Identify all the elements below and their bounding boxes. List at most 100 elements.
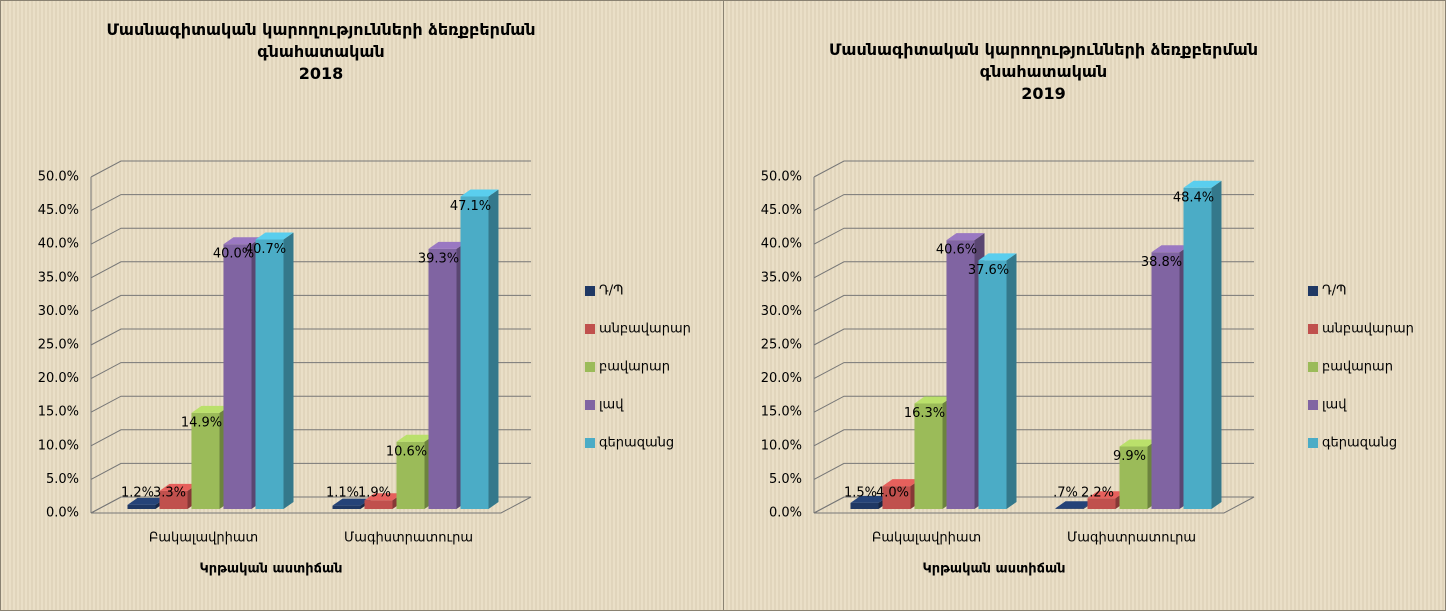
- y-tick-label: 50.0%: [760, 170, 801, 185]
- bar: [1183, 180, 1221, 509]
- y-tick-label: 15.0%: [38, 405, 79, 420]
- bar-face: [1055, 501, 1093, 509]
- data-label: 37.6%: [967, 263, 1008, 278]
- bar-face: [1006, 253, 1016, 509]
- y-tick-label: 15.0%: [760, 405, 801, 420]
- grid-line: [813, 462, 1254, 480]
- legend-swatch: [585, 400, 595, 410]
- bar-face: [191, 412, 220, 509]
- data-label: 14.9%: [181, 415, 222, 430]
- grid-line: [813, 395, 1254, 413]
- bar-face: [1119, 446, 1147, 509]
- bar-face: [1183, 180, 1221, 188]
- y-tick-label: 35.0%: [760, 270, 801, 285]
- grid-line: [90, 294, 531, 312]
- x-tick-label: Մագիստրատուրա: [1067, 531, 1196, 546]
- title-text: Մասնագիտական կարողությունների ձեռքբերման…: [106, 20, 536, 61]
- chart-title: Մասնագիտական կարողությունների ձեռքբերման…: [61, 19, 581, 85]
- data-label: 16.3%: [903, 406, 944, 421]
- bar-face: [396, 441, 425, 509]
- y-tick-label: 30.0%: [760, 304, 801, 319]
- y-tick-label: 40.0%: [38, 237, 79, 252]
- data-label: 1.2%: [121, 486, 154, 501]
- grid-line: [813, 328, 1254, 346]
- bar-face: [850, 502, 878, 509]
- data-label: 1.5%: [843, 486, 876, 501]
- grid-line: [813, 261, 1254, 279]
- data-label: 47.1%: [450, 199, 491, 214]
- bar: [882, 479, 920, 509]
- legend-label: անբավարար: [1322, 322, 1414, 337]
- x-axis-title: Կրթական աստիճան: [199, 562, 342, 577]
- bar: [255, 232, 294, 509]
- y-tick-label: 20.0%: [38, 371, 79, 386]
- legend-label: գերազանց: [1322, 436, 1397, 451]
- y-tick-label: 10.0%: [760, 438, 801, 453]
- bar-face: [914, 403, 942, 509]
- chart-panel: 0.0% 5.0% 10.0% 15.0% 20.0% 25.0% 30.0% 35.0% 40…: [0, 0, 723, 611]
- bar: [1087, 491, 1125, 509]
- bar-face: [1151, 252, 1179, 509]
- data-label: .7%: [1053, 486, 1078, 501]
- x-axis-title: Կրթական աստիճան: [922, 562, 1065, 577]
- y-tick-label: 0.0%: [768, 506, 801, 521]
- legend-swatch: [1307, 400, 1318, 410]
- grid-line: [90, 160, 531, 178]
- legend-label: անբավարար: [599, 322, 691, 337]
- legend-swatch: [585, 286, 595, 296]
- bar-face: [159, 490, 188, 509]
- y-tick-label: 5.0%: [46, 472, 79, 487]
- bar: [978, 253, 1016, 509]
- legend-swatch: [585, 324, 595, 334]
- data-label: 3.3%: [153, 486, 186, 501]
- legend-swatch: [1307, 286, 1318, 296]
- grid-line: [813, 194, 1254, 212]
- chart-title: Մասնագիտական կարողությունների ձեռքբերման…: [784, 39, 1304, 105]
- y-tick-label: 45.0%: [38, 203, 79, 218]
- y-tick-label: 30.0%: [38, 304, 79, 319]
- y-tick-label: 10.0%: [38, 438, 79, 453]
- bar-face: [978, 253, 1016, 261]
- chart: 0.0% 5.0% 10.0% 15.0% 20.0% 25.0% 30.0% 35.0% 40…: [760, 160, 1414, 577]
- bar-face: [1183, 187, 1211, 509]
- data-label: 40.6%: [935, 243, 976, 258]
- bar-face: [460, 196, 489, 509]
- title-text: Մասնագիտական կարողությունների ձեռքբերման…: [828, 40, 1259, 81]
- grid-line: [90, 261, 531, 279]
- y-tick-label: 40.0%: [760, 237, 801, 252]
- bar-face: [1119, 439, 1157, 447]
- data-label: 1.1%: [326, 486, 359, 501]
- grid-line: [813, 429, 1254, 447]
- y-tick-label: 25.0%: [38, 338, 79, 353]
- data-label: 38.8%: [1140, 255, 1181, 270]
- y-tick-label: 0.0%: [46, 506, 79, 521]
- legend-swatch: [585, 438, 595, 448]
- bar-face: [460, 189, 499, 197]
- bar-face: [882, 486, 910, 509]
- bar-face: [882, 479, 920, 487]
- bar-face: [396, 434, 435, 442]
- legend-label: Դ/Պ: [1322, 284, 1347, 299]
- legend-label: Դ/Պ: [599, 284, 624, 299]
- y-tick-label: 45.0%: [760, 203, 801, 218]
- chart: 0.0% 5.0% 10.0% 15.0% 20.0% 25.0% 30.0% 35.0% 40…: [38, 160, 691, 577]
- x-tick-label: Բակալավրիատ: [149, 531, 258, 546]
- grid-line: [90, 227, 531, 245]
- bar-face: [283, 232, 294, 509]
- grid-line: [813, 362, 1254, 380]
- subtitle: 2018: [298, 64, 344, 83]
- bar-face: [428, 241, 467, 249]
- grid-line: [813, 294, 1254, 312]
- bar-face: [1087, 491, 1125, 499]
- data-label: 1.9%: [358, 486, 391, 501]
- chart-panel: 0.0% 5.0% 10.0% 15.0% 20.0% 25.0% 30.0% 35.0% 40…: [722, 0, 1446, 611]
- legend-label: գերազանց: [599, 436, 674, 451]
- data-label: 10.6%: [386, 444, 427, 459]
- bar-face: [978, 260, 1006, 509]
- grid-line: [813, 160, 1254, 178]
- bar-face: [332, 498, 371, 506]
- y-tick-label: 50.0%: [38, 170, 79, 185]
- bar-face: [428, 248, 457, 510]
- bar-face: [914, 396, 952, 404]
